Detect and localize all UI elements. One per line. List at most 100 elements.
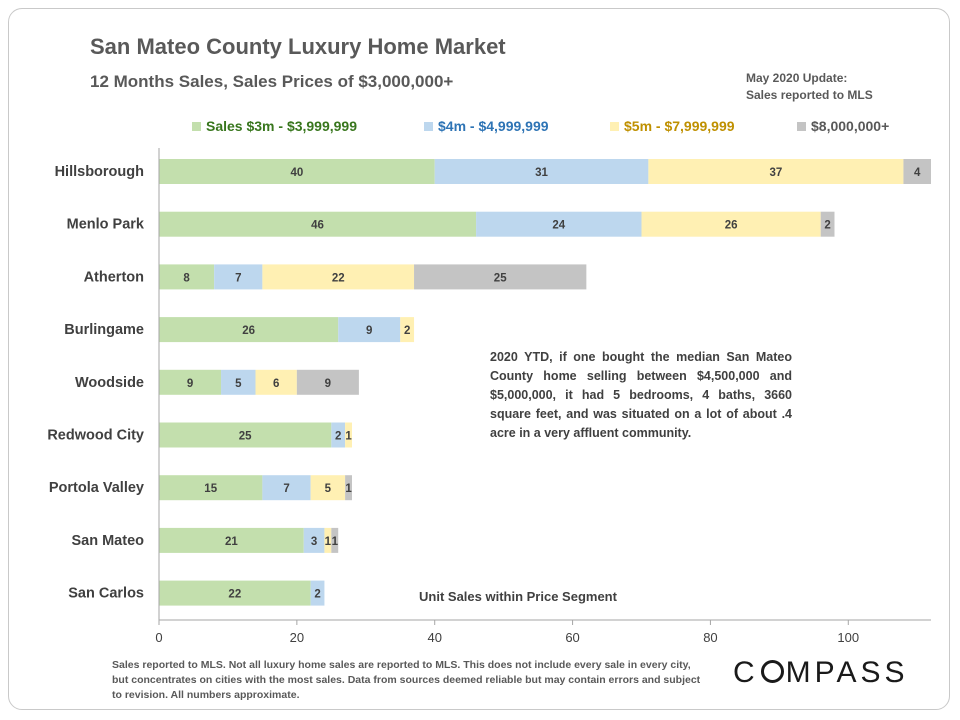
bar-segment bbox=[345, 422, 352, 448]
bar-segment bbox=[159, 369, 222, 395]
x-axis-title: Unit Sales within Price Segment bbox=[419, 589, 618, 604]
category-label: Burlingame bbox=[64, 322, 144, 338]
data-label: 1 bbox=[325, 536, 332, 548]
data-label: 40 bbox=[290, 167, 303, 179]
update-line-2: Sales reported to MLS bbox=[746, 88, 873, 102]
legend-label: $5m - $7,999,999 bbox=[624, 118, 735, 134]
bar-segment bbox=[310, 580, 325, 606]
legend-label: $4m - $4,999,999 bbox=[438, 118, 549, 134]
data-label: 31 bbox=[535, 167, 548, 179]
chart-title: San Mateo County Luxury Home Market bbox=[90, 34, 506, 59]
bar-segment bbox=[338, 317, 401, 343]
category-label: San Carlos bbox=[68, 586, 144, 602]
data-label: 9 bbox=[325, 378, 331, 390]
data-label: 7 bbox=[283, 483, 289, 495]
x-tick-label: 100 bbox=[837, 630, 859, 645]
bar-segment bbox=[159, 159, 435, 184]
bar-segment bbox=[159, 317, 339, 343]
compass-logo: C MPASS bbox=[733, 656, 909, 689]
x-tick-label: 0 bbox=[155, 630, 162, 645]
data-label: 21 bbox=[225, 536, 238, 548]
bar-segment bbox=[324, 527, 332, 553]
slide-frame bbox=[8, 8, 950, 710]
bar-segment bbox=[331, 527, 339, 553]
bar-segment bbox=[641, 211, 821, 237]
category-label: Redwood City bbox=[47, 428, 144, 444]
data-label: 22 bbox=[228, 589, 241, 601]
data-label: 22 bbox=[332, 272, 345, 284]
data-label: 2 bbox=[314, 589, 320, 601]
bar-segment bbox=[214, 264, 263, 290]
legend-swatch bbox=[192, 121, 201, 131]
bar-segment bbox=[159, 211, 477, 237]
x-tick-label: 80 bbox=[703, 630, 717, 645]
data-label: 9 bbox=[366, 325, 372, 337]
x-tick-label: 40 bbox=[427, 630, 441, 645]
bar-segment bbox=[159, 580, 311, 606]
data-label: 9 bbox=[187, 378, 193, 390]
bar-segment bbox=[303, 527, 325, 553]
bar-segment bbox=[434, 159, 649, 184]
bar-segment bbox=[820, 211, 835, 237]
data-label: 1 bbox=[332, 536, 339, 548]
bar-segment bbox=[262, 264, 415, 290]
data-label: 1 bbox=[345, 483, 352, 495]
data-label: 8 bbox=[183, 272, 190, 284]
category-label: Atherton bbox=[84, 269, 144, 285]
bar-segment bbox=[310, 475, 346, 501]
data-label: 24 bbox=[552, 220, 565, 232]
bar-segment bbox=[159, 527, 304, 553]
data-label: 26 bbox=[725, 220, 738, 232]
data-label: 5 bbox=[325, 483, 332, 495]
annotation-text: 2020 YTD, if one bought the median San M… bbox=[490, 350, 792, 440]
category-label: Woodside bbox=[75, 375, 144, 391]
bar-segment bbox=[414, 264, 587, 290]
legend-item: $8,000,000+ bbox=[797, 118, 889, 134]
data-label: 25 bbox=[239, 431, 252, 443]
data-label: 25 bbox=[494, 272, 507, 284]
update-note: May 2020 Update: Sales reported to MLS bbox=[746, 70, 873, 104]
legend-swatch bbox=[424, 121, 433, 131]
x-tick-label: 20 bbox=[290, 630, 304, 645]
bar-segment bbox=[903, 159, 931, 184]
bar-segment bbox=[648, 159, 904, 184]
legend-label: $8,000,000+ bbox=[811, 118, 890, 134]
data-label: 2 bbox=[335, 431, 341, 443]
bar-segment bbox=[159, 264, 215, 290]
chart-legend: Sales $3m - $3,999,999 $4m - $4,999,999 $5… bbox=[192, 118, 932, 138]
data-label: 46 bbox=[311, 220, 324, 232]
category-label: Portola Valley bbox=[49, 480, 144, 496]
bar-segment bbox=[159, 475, 263, 501]
legend-swatch bbox=[610, 121, 619, 131]
chart-subtitle: 12 Months Sales, Sales Prices of $3,000,… bbox=[90, 72, 454, 91]
bar-segment bbox=[296, 369, 359, 395]
bar-segment bbox=[476, 211, 642, 237]
bar-segment bbox=[262, 475, 311, 501]
data-label: 7 bbox=[235, 272, 241, 284]
category-label: Menlo Park bbox=[67, 217, 145, 233]
footer-disclaimer: Sales reported to MLS. Not all luxury ho… bbox=[112, 659, 701, 701]
bar-segment bbox=[345, 475, 352, 501]
bar-segment bbox=[331, 422, 346, 448]
bar-segment bbox=[255, 369, 297, 395]
x-tick-label: 60 bbox=[565, 630, 579, 645]
bar-segment bbox=[400, 317, 415, 343]
bar-segment bbox=[221, 369, 256, 395]
data-label: 2 bbox=[404, 325, 410, 337]
data-label: 2 bbox=[824, 220, 830, 232]
category-label: Hillsborough bbox=[55, 164, 144, 180]
data-label: 6 bbox=[273, 378, 279, 390]
data-label: 5 bbox=[235, 378, 242, 390]
data-label: 1 bbox=[345, 431, 352, 443]
bar-segment bbox=[159, 422, 332, 448]
data-label: 4 bbox=[914, 167, 921, 179]
data-label: 26 bbox=[242, 325, 255, 337]
legend-item: Sales $3m - $3,999,999 bbox=[192, 118, 357, 134]
data-label: 37 bbox=[770, 167, 783, 179]
data-label: 15 bbox=[204, 483, 217, 495]
data-label: 3 bbox=[311, 536, 317, 548]
legend-swatch bbox=[797, 121, 806, 131]
legend-label: Sales $3m - $3,999,999 bbox=[206, 118, 358, 134]
legend-item: $4m - $4,999,999 bbox=[424, 118, 549, 134]
category-label: San Mateo bbox=[71, 533, 144, 549]
